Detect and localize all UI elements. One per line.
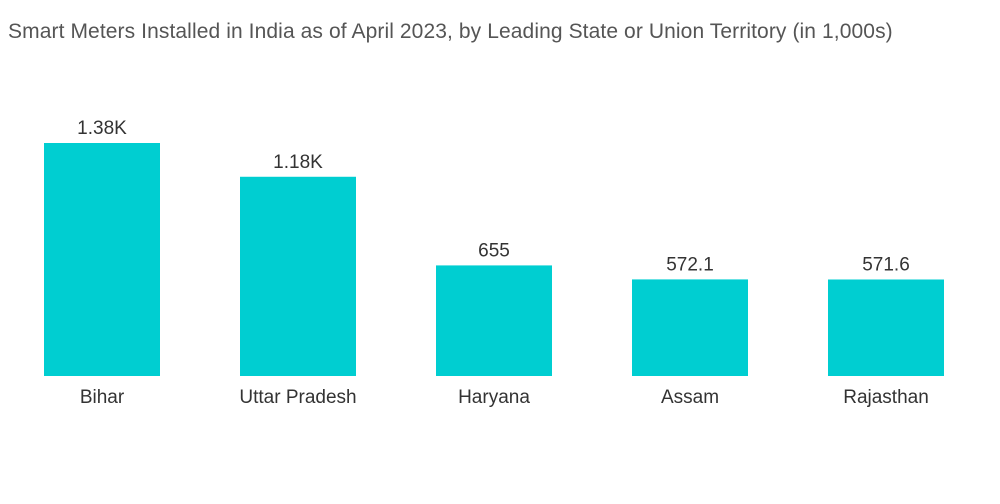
bar-uttar-pradesh [240,176,356,376]
value-label-haryana: 655 [478,240,510,261]
chart-title: Smart Meters Installed in India as of Ap… [8,20,893,43]
value-label-assam: 572.1 [666,254,714,275]
x-tick-label-uttar-pradesh: Uttar Pradesh [239,387,356,408]
bar-bihar [44,143,160,376]
bar-haryana [436,265,552,376]
value-label-uttar-pradesh: 1.18K [273,152,323,173]
x-tick-labels-group: Bihar Uttar Pradesh Haryana Assam Rajasthan [80,387,929,408]
x-tick-label-assam: Assam [661,387,719,408]
bars-group [44,143,944,376]
value-label-rajasthan: 571.6 [862,254,910,275]
x-tick-label-rajasthan: Rajasthan [843,387,929,408]
x-tick-label-bihar: Bihar [80,387,125,408]
bar-rajasthan [828,279,944,376]
x-tick-label-haryana: Haryana [458,387,530,408]
value-labels-group: 1.38K 1.18K 655 572.1 571.6 [77,118,910,275]
value-label-bihar: 1.38K [77,118,127,139]
bar-assam [632,279,748,376]
